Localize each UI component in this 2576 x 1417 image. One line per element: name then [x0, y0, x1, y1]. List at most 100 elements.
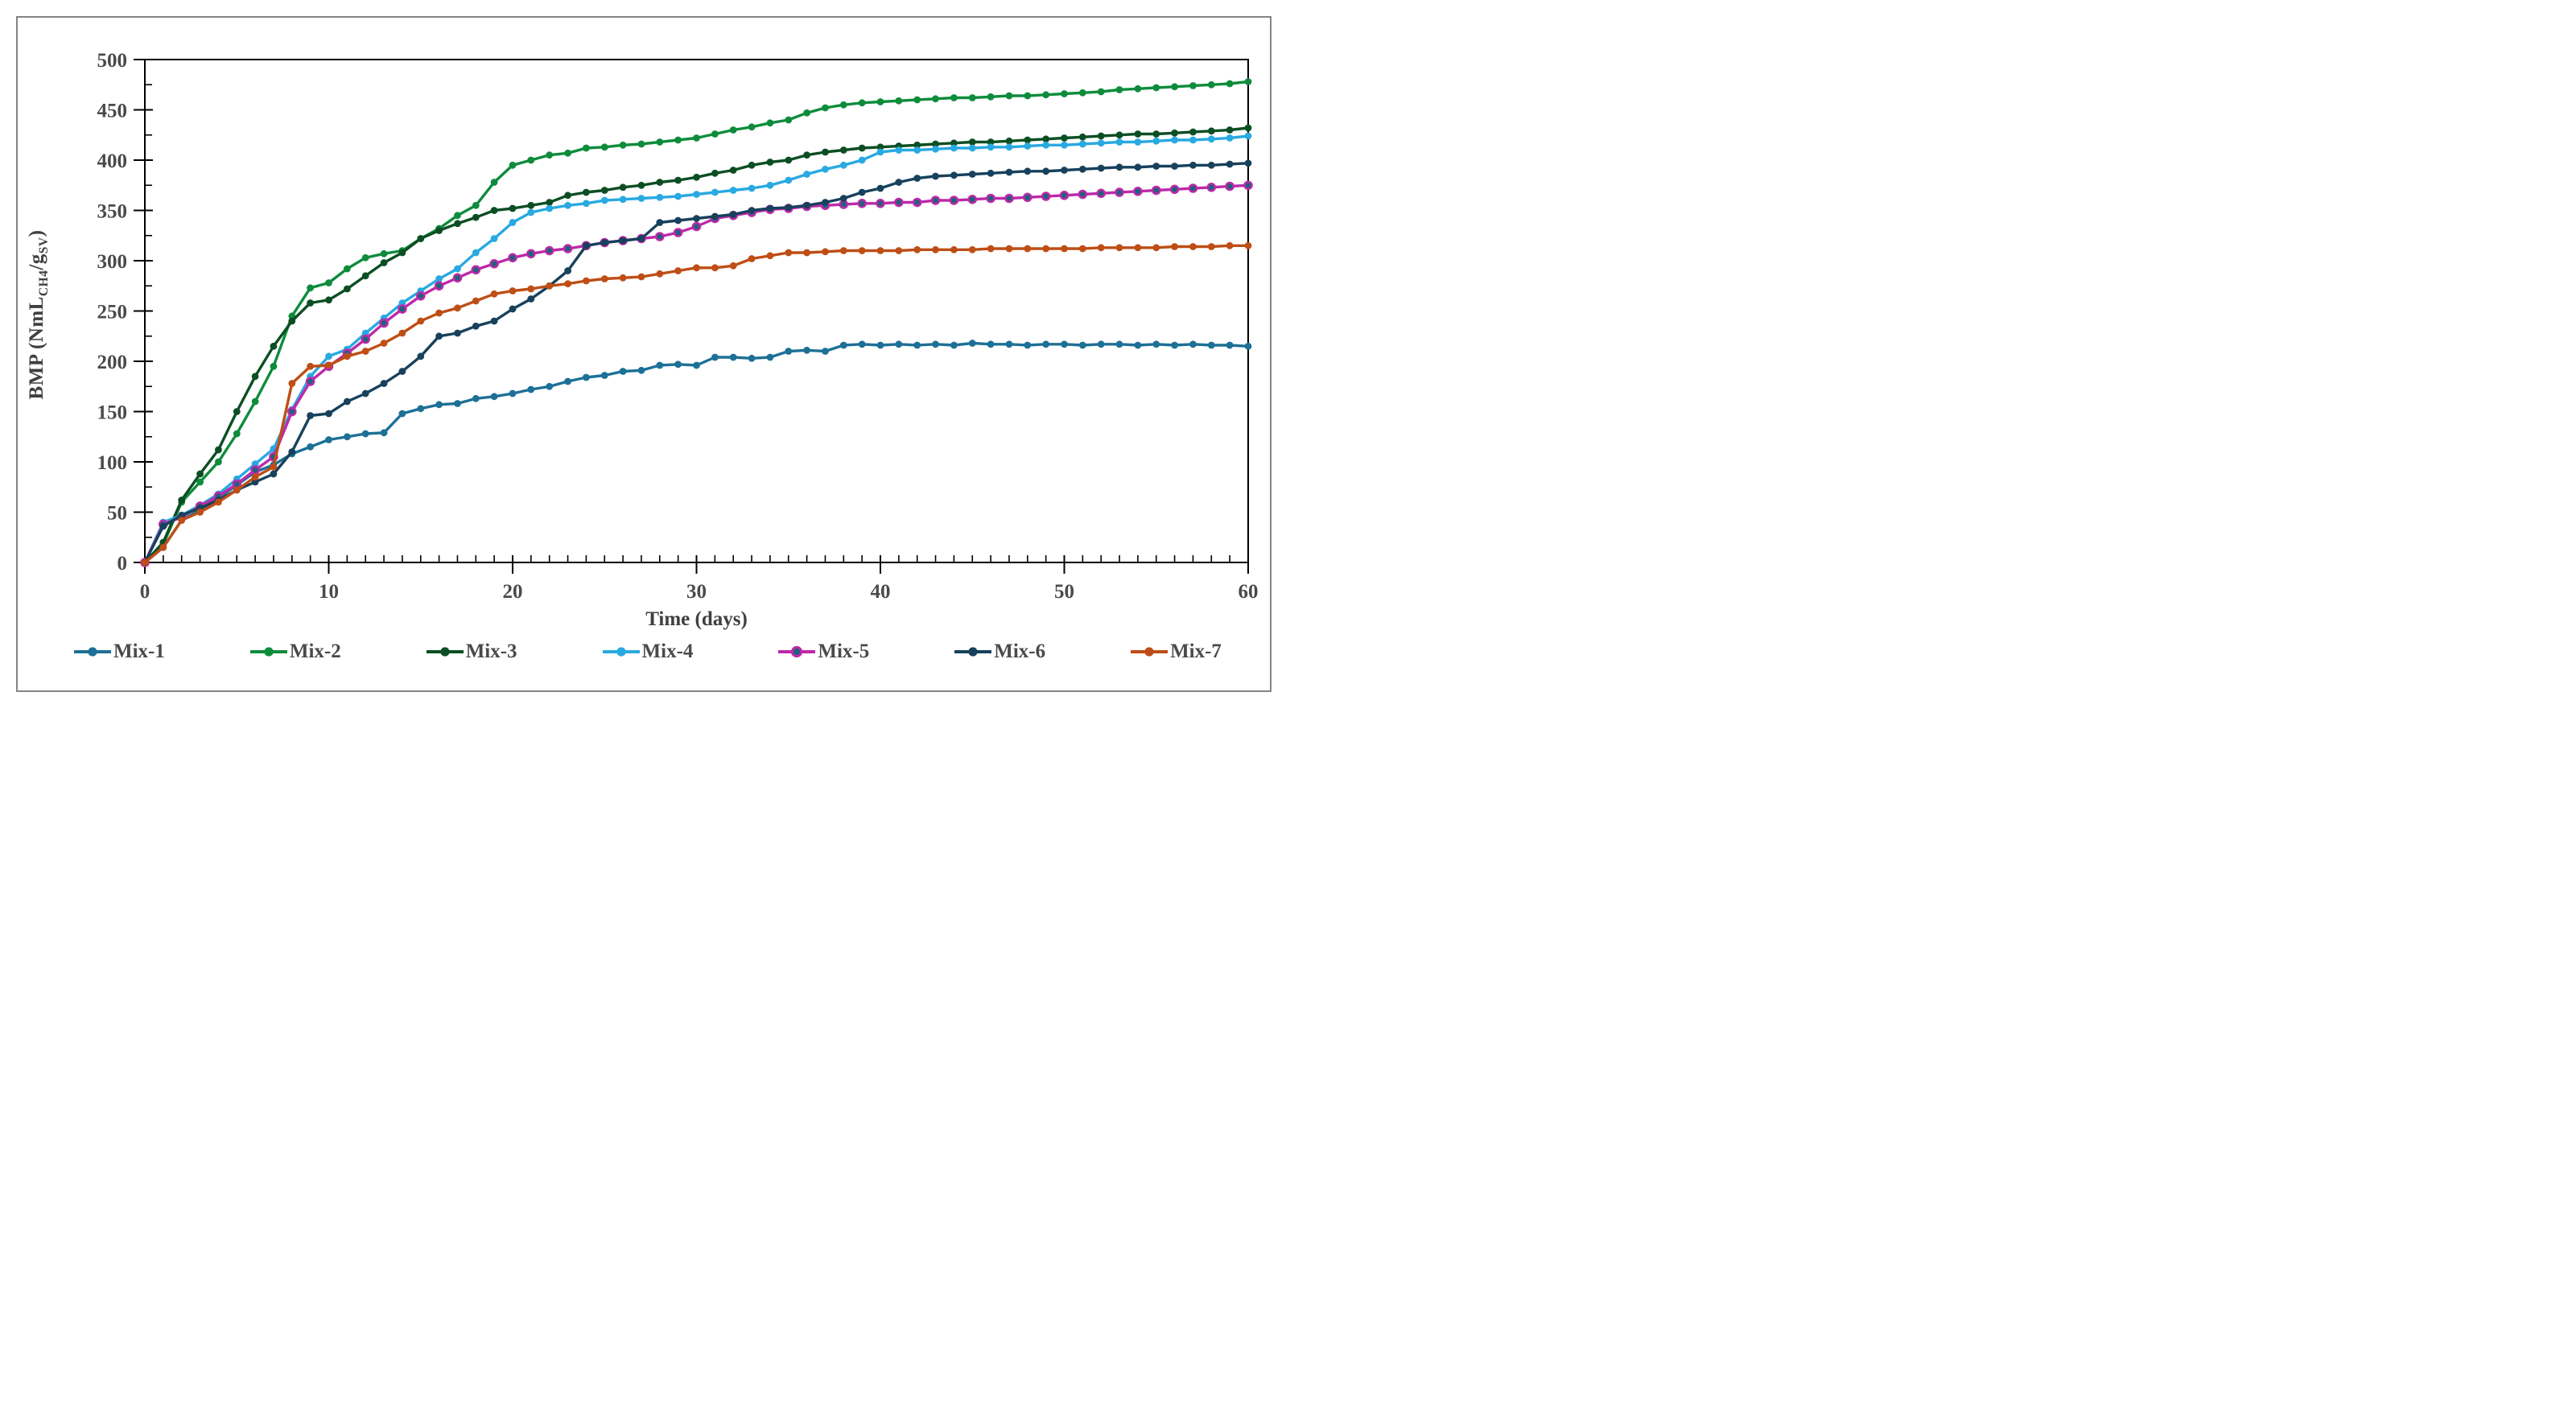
data-point-mix-6 [1134, 163, 1142, 171]
data-point-mix-3 [913, 141, 921, 149]
data-point-mix-3 [325, 296, 332, 304]
legend-item-mix-4: Mix-4 [601, 641, 694, 663]
data-point-mix-6 [583, 241, 590, 249]
data-point-mix-6 [1061, 167, 1068, 174]
y-tick-label: 300 [97, 251, 128, 273]
x-tick-label: 10 [319, 581, 339, 603]
legend-label-mix-6: Mix-6 [994, 641, 1046, 662]
data-point-mix-7 [435, 309, 443, 317]
data-point-mix-2 [233, 430, 241, 438]
data-point-mix-3 [1226, 126, 1234, 134]
data-point-mix-7 [619, 274, 627, 282]
data-point-mix-2 [251, 398, 259, 406]
data-point-mix-5 [398, 304, 407, 314]
data-point-mix-3 [711, 169, 719, 177]
data-point-mix-2 [1152, 84, 1160, 92]
data-point-mix-2 [1171, 83, 1178, 91]
data-point-mix-1 [361, 430, 369, 438]
data-point-mix-3 [674, 176, 682, 184]
data-point-mix-1 [876, 341, 884, 349]
data-point-mix-1 [1078, 341, 1086, 349]
data-point-mix-3 [766, 159, 774, 166]
series-mix-5 [140, 180, 1253, 567]
y-tick-label: 350 [97, 200, 128, 222]
data-point-mix-7 [1005, 245, 1013, 253]
data-point-mix-7 [785, 249, 793, 257]
data-point-mix-1 [1115, 340, 1123, 348]
data-point-mix-3 [1078, 133, 1086, 141]
data-point-mix-4 [950, 144, 958, 152]
legend-label-mix-7: Mix-7 [1170, 641, 1222, 662]
data-point-mix-7 [215, 498, 222, 506]
chart-legend: Mix-1 Mix-2 Mix-3 Mix-4 Mix-5 Mix-6 Mix-7 [72, 641, 1222, 663]
data-point-mix-6 [344, 398, 351, 406]
data-point-mix-7 [766, 252, 774, 260]
data-point-mix-7 [600, 275, 608, 282]
data-point-mix-1 [527, 385, 535, 393]
data-point-mix-5 [526, 249, 536, 259]
data-point-mix-2 [950, 94, 958, 101]
data-point-mix-3 [1207, 127, 1215, 135]
data-point-mix-4 [1134, 138, 1142, 146]
data-point-mix-3 [858, 144, 866, 152]
legend-label-mix-4: Mix-4 [641, 641, 694, 662]
data-point-mix-2 [325, 279, 332, 286]
data-point-mix-7 [932, 245, 939, 253]
data-point-mix-5 [894, 197, 904, 208]
data-point-mix-1 [1207, 341, 1215, 349]
data-point-mix-1 [380, 429, 388, 437]
y-tick-label: 200 [97, 352, 128, 373]
data-point-mix-3 [968, 138, 976, 146]
data-point-mix-6 [159, 522, 167, 530]
data-point-mix-2 [1226, 80, 1234, 88]
data-point-mix-3 [380, 259, 388, 266]
data-point-mix-5 [1152, 185, 1161, 196]
data-point-mix-6 [270, 470, 278, 478]
legend-dot [264, 647, 274, 657]
data-point-mix-1 [307, 443, 314, 451]
data-point-mix-7 [509, 287, 517, 295]
data-point-mix-5 [930, 196, 941, 205]
data-point-mix-4 [490, 235, 498, 242]
data-point-mix-4 [839, 161, 847, 169]
data-point-mix-6 [398, 368, 406, 375]
data-point-mix-7 [380, 340, 388, 347]
data-point-mix-5 [1169, 184, 1180, 195]
data-point-mix-2 [766, 119, 774, 127]
data-point-mix-4 [1189, 136, 1197, 144]
data-point-mix-3 [1024, 136, 1032, 144]
data-point-mix-3 [196, 470, 204, 478]
data-point-mix-3 [619, 183, 627, 192]
legend-marker-mix-1-icon [74, 647, 111, 657]
data-point-mix-2 [600, 143, 608, 151]
y-tick-label: 50 [107, 502, 127, 524]
data-point-mix-2 [1024, 92, 1032, 100]
data-point-mix-1 [785, 348, 793, 355]
data-point-mix-7 [361, 348, 369, 355]
data-point-mix-3 [1244, 124, 1252, 132]
legend-item-mix-6: Mix-6 [953, 641, 1045, 663]
data-point-mix-6 [785, 204, 793, 212]
y-tick-label: 100 [97, 452, 128, 474]
data-point-mix-1 [693, 361, 700, 369]
data-point-mix-6 [251, 478, 259, 486]
x-tick-label: 0 [140, 581, 150, 603]
data-point-mix-7 [895, 247, 903, 254]
data-point-mix-1 [637, 366, 645, 374]
data-point-mix-2 [1005, 92, 1013, 100]
data-point-mix-7 [913, 245, 921, 253]
data-point-mix-4 [803, 171, 810, 178]
series-mix-6 [141, 159, 1252, 566]
data-point-mix-6 [748, 207, 756, 214]
data-point-mix-6 [178, 511, 186, 519]
data-point-mix-6 [766, 204, 774, 212]
data-point-mix-3 [1171, 129, 1178, 137]
data-point-mix-2 [822, 104, 829, 112]
y-title-pre: BMP (NmL [26, 296, 47, 400]
data-point-mix-2 [196, 478, 204, 486]
series-line-mix-7 [143, 244, 1248, 564]
y-tick-label: 500 [97, 50, 128, 72]
data-point-mix-2 [583, 144, 590, 152]
data-point-mix-3 [307, 299, 314, 307]
data-point-mix-4 [1005, 143, 1013, 151]
